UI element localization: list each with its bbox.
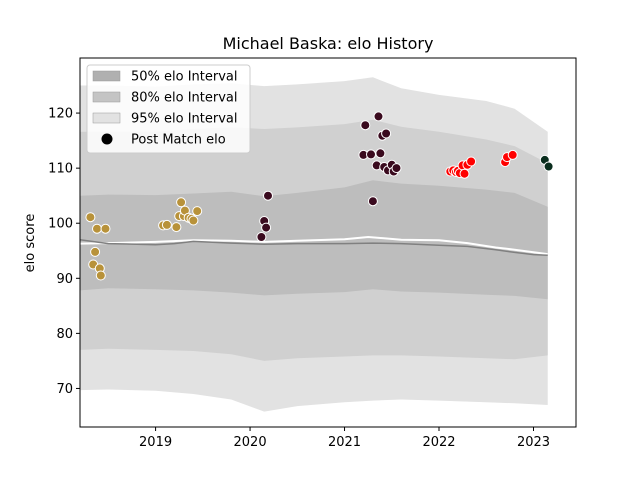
chart-title: Michael Baska: elo History xyxy=(223,34,434,53)
y-axis-title: elo score xyxy=(23,214,38,273)
post-match-point xyxy=(375,148,386,159)
post-match-point xyxy=(188,215,199,226)
post-match-point xyxy=(367,196,378,207)
post-match-point xyxy=(381,128,392,139)
legend: 50% elo Interval 80% elo Interval 95% elo … xyxy=(86,64,251,154)
post-match-point xyxy=(100,223,111,234)
plot-frame xyxy=(79,57,577,428)
y-tick-label: 70 xyxy=(56,382,73,397)
legend-label: 80% elo Interval xyxy=(131,91,238,106)
post-match-point xyxy=(263,190,273,201)
post-match-point xyxy=(373,111,384,122)
legend-swatch xyxy=(92,112,121,124)
post-match-point xyxy=(90,246,101,257)
x-tick-label: 2022 xyxy=(422,435,455,450)
legend-box xyxy=(86,64,251,154)
x-tick-label: 2021 xyxy=(328,435,361,450)
legend-marker xyxy=(101,133,113,145)
y-tick-label: 90 xyxy=(56,272,73,287)
y-tick-label: 80 xyxy=(56,327,73,342)
post-match-point xyxy=(171,222,182,233)
post-match-point xyxy=(256,232,267,242)
post-match-point xyxy=(161,219,172,230)
post-match-point xyxy=(366,149,376,160)
legend-label: Post Match elo xyxy=(131,133,226,148)
elo-line-0 xyxy=(80,235,548,256)
legend-swatch xyxy=(92,70,121,82)
post-match-point xyxy=(85,212,96,223)
y-tick-label: 100 xyxy=(48,217,73,232)
x-tick-label: 2019 xyxy=(139,435,172,450)
post-match-point xyxy=(360,120,371,131)
post-match-point xyxy=(261,222,272,233)
post-match-point xyxy=(95,270,106,281)
y-tick-label: 110 xyxy=(48,162,73,177)
y-tick-label: 120 xyxy=(48,107,73,122)
elo-line-1 xyxy=(80,238,548,256)
x-tick-label: 2023 xyxy=(517,435,550,450)
legend-label: 50% elo Interval xyxy=(131,70,238,85)
post-match-point xyxy=(466,156,477,167)
legend-swatch xyxy=(92,91,121,103)
post-match-point xyxy=(391,163,402,174)
post-match-point xyxy=(459,168,470,179)
x-tick-label: 2020 xyxy=(234,435,267,450)
post-match-point xyxy=(176,197,187,208)
legend-label: 95% elo Interval xyxy=(131,112,238,127)
post-match-point xyxy=(192,206,203,217)
post-match-point xyxy=(507,149,518,160)
post-match-point xyxy=(92,223,102,234)
post-match-point xyxy=(543,161,554,172)
